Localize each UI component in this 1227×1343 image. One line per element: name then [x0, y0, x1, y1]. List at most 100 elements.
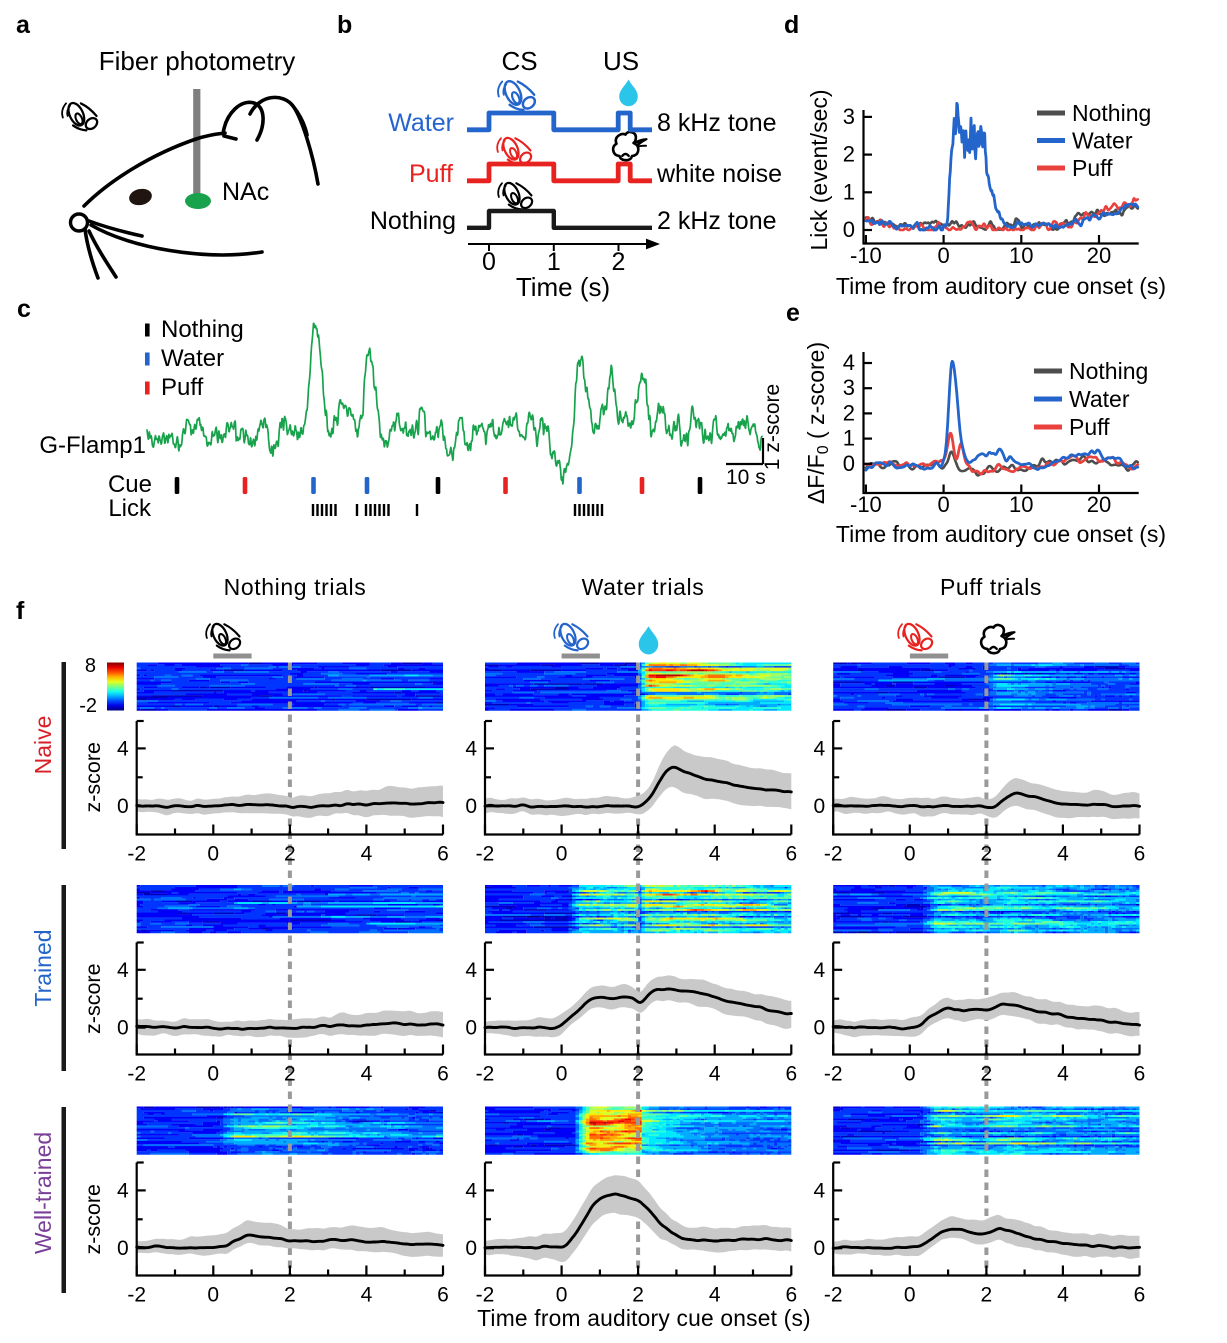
svg-text:0: 0: [207, 1284, 219, 1307]
svg-text:-2: -2: [79, 695, 97, 717]
svg-text:-10: -10: [850, 243, 882, 268]
svg-text:-2: -2: [127, 1284, 146, 1307]
svg-text:2: 2: [843, 142, 855, 167]
svg-text:0: 0: [904, 843, 916, 866]
svg-text:6: 6: [785, 843, 797, 866]
svg-text:2: 2: [981, 1284, 993, 1307]
svg-text:4: 4: [814, 737, 826, 760]
svg-text:0: 0: [814, 1237, 826, 1260]
svg-text:6: 6: [437, 1063, 449, 1086]
svg-text:4: 4: [843, 350, 855, 375]
svg-text:Cue: Cue: [108, 471, 152, 498]
svg-text:Well-trained: Well-trained: [30, 1132, 56, 1254]
svg-text:0: 0: [482, 248, 496, 276]
svg-text:6: 6: [437, 843, 449, 866]
svg-text:0: 0: [556, 843, 568, 866]
svg-text:6: 6: [785, 1284, 797, 1307]
svg-text:Puff: Puff: [409, 160, 453, 188]
svg-text:10: 10: [1009, 492, 1033, 517]
svg-text:0: 0: [465, 1017, 477, 1040]
svg-text:Puff: Puff: [1069, 414, 1110, 440]
svg-text:-2: -2: [476, 1063, 495, 1086]
svg-text:-2: -2: [824, 1063, 843, 1086]
svg-text:4: 4: [1057, 843, 1069, 866]
svg-text:4: 4: [361, 1063, 373, 1086]
svg-text:6: 6: [1134, 843, 1146, 866]
svg-text:6: 6: [1134, 1284, 1146, 1307]
svg-text:Lick: Lick: [108, 495, 152, 522]
svg-text:1: 1: [843, 179, 855, 204]
svg-text:0: 0: [843, 217, 855, 242]
svg-text:Fiber photometry: Fiber photometry: [99, 46, 296, 76]
svg-text:6: 6: [437, 1284, 449, 1307]
svg-text:2 kHz tone: 2 kHz tone: [657, 207, 777, 235]
svg-text:b: b: [337, 11, 352, 39]
svg-text:-10: -10: [850, 492, 882, 517]
svg-text:0: 0: [556, 1063, 568, 1086]
svg-text:Trained: Trained: [30, 929, 56, 1006]
svg-text:8 kHz tone: 8 kHz tone: [657, 109, 777, 137]
svg-text:-2: -2: [127, 843, 146, 866]
svg-text:Puff: Puff: [1072, 155, 1113, 181]
svg-text:G-Flamp1: G-Flamp1: [39, 432, 146, 459]
svg-text:white noise: white noise: [656, 160, 782, 188]
svg-text:Time from auditory cue onset (: Time from auditory cue onset (s): [836, 273, 1166, 299]
svg-text:US: US: [603, 46, 639, 76]
svg-text:8: 8: [85, 655, 96, 677]
svg-text:Nothing: Nothing: [161, 316, 244, 343]
svg-text:z-score: z-score: [81, 742, 105, 812]
svg-text:Time from auditory cue onset (: Time from auditory cue onset (s): [836, 521, 1166, 547]
svg-text:Water trials: Water trials: [582, 574, 705, 600]
svg-text:Lick (event/sec): Lick (event/sec): [806, 89, 832, 250]
svg-text:Nothing trials: Nothing trials: [224, 574, 367, 600]
svg-text:Water: Water: [1072, 128, 1133, 154]
svg-text:4: 4: [117, 959, 129, 982]
svg-text:e: e: [786, 299, 800, 327]
svg-text:3: 3: [843, 104, 855, 129]
svg-text:4: 4: [465, 737, 477, 760]
svg-text:2: 2: [632, 843, 644, 866]
svg-text:0: 0: [207, 1063, 219, 1086]
svg-text:1: 1: [843, 426, 855, 451]
svg-text:0: 0: [937, 243, 949, 268]
svg-text:0: 0: [556, 1284, 568, 1307]
svg-text:4: 4: [117, 1179, 129, 1202]
svg-text:0: 0: [937, 492, 949, 517]
svg-text:0: 0: [814, 795, 826, 818]
svg-text:Puff: Puff: [161, 374, 204, 401]
svg-text:2: 2: [981, 843, 993, 866]
svg-text:Nothing: Nothing: [1069, 358, 1148, 384]
svg-text:0: 0: [117, 1237, 129, 1260]
svg-text:4: 4: [465, 959, 477, 982]
svg-text:CS: CS: [501, 46, 537, 76]
svg-text:NAc: NAc: [222, 178, 269, 206]
svg-text:2: 2: [843, 400, 855, 425]
svg-text:0: 0: [117, 795, 129, 818]
svg-text:Time (s): Time (s): [516, 272, 610, 302]
svg-text:a: a: [16, 11, 31, 39]
svg-text:4: 4: [709, 1063, 721, 1086]
svg-text:ΔF/F0 ( z-score): ΔF/F0 ( z-score): [803, 342, 832, 504]
svg-text:-2: -2: [476, 1284, 495, 1307]
svg-text:0: 0: [207, 843, 219, 866]
svg-text:4: 4: [361, 843, 373, 866]
svg-text:Water: Water: [388, 109, 454, 137]
svg-text:Water: Water: [1069, 386, 1130, 412]
svg-text:1 z-score: 1 z-score: [761, 384, 784, 470]
svg-text:6: 6: [1134, 1063, 1146, 1086]
svg-text:10 s: 10 s: [726, 466, 766, 489]
svg-text:4: 4: [1057, 1063, 1069, 1086]
svg-text:4: 4: [1057, 1284, 1069, 1307]
svg-text:2: 2: [284, 843, 296, 866]
svg-text:1: 1: [547, 248, 561, 276]
svg-text:2: 2: [612, 248, 626, 276]
svg-text:4: 4: [709, 843, 721, 866]
svg-text:c: c: [17, 295, 31, 323]
svg-text:2: 2: [284, 1063, 296, 1086]
svg-text:4: 4: [709, 1284, 721, 1307]
svg-text:0: 0: [904, 1284, 916, 1307]
svg-text:4: 4: [361, 1284, 373, 1307]
svg-text:6: 6: [785, 1063, 797, 1086]
svg-text:4: 4: [814, 1179, 826, 1202]
svg-text:2: 2: [981, 1063, 993, 1086]
